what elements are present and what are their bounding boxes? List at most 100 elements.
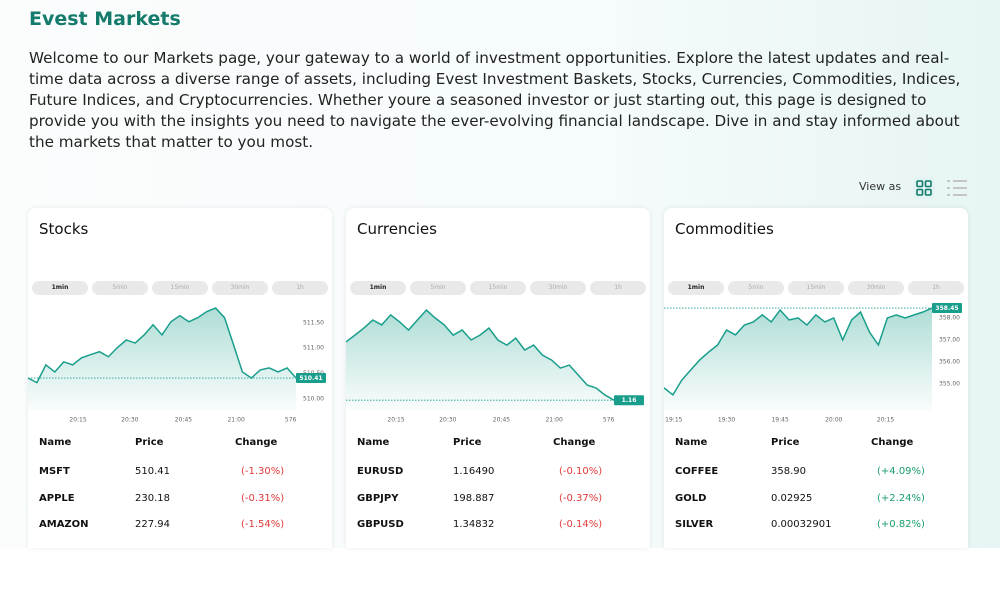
asset-name: EURUSD bbox=[357, 466, 404, 477]
asset-price: 1.16490 bbox=[453, 466, 495, 477]
table-header: Name bbox=[39, 437, 72, 448]
asset-name: SILVER bbox=[675, 519, 714, 530]
asset-change: (-0.31%) bbox=[241, 492, 285, 504]
asset-change: (-0.10%) bbox=[559, 466, 603, 477]
price-chart: 1.16 20:15 20:30 20:45 21:00 576 bbox=[346, 308, 644, 424]
timeframe-tab[interactable]: 30min bbox=[212, 281, 268, 295]
last-price-label: 510.41 bbox=[299, 375, 322, 382]
asset-change: (+4.09%) bbox=[877, 466, 925, 477]
timeframe-tab[interactable]: 5min bbox=[92, 281, 148, 295]
asset-price: 230.18 bbox=[135, 492, 170, 504]
x-tick-label: 576 bbox=[603, 417, 615, 424]
card-title: Currencies bbox=[357, 220, 437, 238]
market-card: Commodities 1min 5min 15min 30min 1h 358.00 357… bbox=[664, 208, 968, 548]
y-tick-label: 510.00 bbox=[303, 395, 324, 402]
asset-price: 0.02925 bbox=[771, 492, 813, 504]
timeframe-tabs: 1min 5min 15min 30min 1h bbox=[32, 281, 328, 295]
x-tick-label: 21:00 bbox=[227, 417, 244, 424]
timeframe-tab[interactable]: 1min bbox=[32, 281, 88, 295]
list-view-button[interactable] bbox=[945, 177, 969, 199]
x-tick-label: 20:15 bbox=[387, 417, 404, 424]
asset-name: MSFT bbox=[39, 466, 70, 477]
area bbox=[28, 308, 296, 411]
timeframe-tab[interactable]: 30min bbox=[848, 281, 904, 295]
x-tick-label: 20:00 bbox=[825, 417, 842, 424]
asset-change: (+0.82%) bbox=[877, 519, 925, 530]
asset-change: (-0.14%) bbox=[559, 519, 603, 530]
asset-price: 198.887 bbox=[453, 492, 495, 504]
asset-price: 1.34832 bbox=[453, 519, 495, 530]
x-tick-label: 20:45 bbox=[175, 417, 192, 424]
timeframe-tab[interactable]: 1h bbox=[272, 281, 328, 295]
timeframe-tab[interactable]: 15min bbox=[470, 281, 526, 295]
asset-name: GBPUSD bbox=[357, 519, 404, 530]
card-title: Stocks bbox=[39, 220, 89, 238]
table-header: Change bbox=[553, 437, 596, 448]
price-line bbox=[346, 308, 615, 401]
asset-name: APPLE bbox=[39, 492, 75, 504]
last-price-badge bbox=[614, 395, 644, 406]
last-price-label: 358.45 bbox=[935, 305, 958, 312]
table-header: Change bbox=[871, 437, 914, 448]
table-header: Price bbox=[453, 437, 482, 448]
x-tick-label: 19:45 bbox=[771, 417, 788, 424]
asset-name: GBPJPY bbox=[357, 492, 399, 504]
timeframe-tab[interactable]: 15min bbox=[152, 281, 208, 295]
x-tick-label: 19:15 bbox=[665, 417, 682, 424]
timeframe-tabs: 1min 5min 15min 30min 1h bbox=[668, 281, 964, 295]
intro-text: Welcome to our Markets page, your gatewa… bbox=[29, 49, 961, 151]
x-tick-label: 19:30 bbox=[718, 417, 735, 424]
x-tick-label: 20:30 bbox=[439, 417, 456, 424]
table-header: Name bbox=[357, 437, 390, 448]
table-header: Price bbox=[135, 437, 164, 448]
price-chart: 358.00 357.00 356.00 355.00 358.45 19:15 19:30… bbox=[664, 303, 962, 424]
last-price-badge bbox=[296, 373, 326, 384]
table-header: Name bbox=[675, 437, 708, 448]
area bbox=[346, 310, 614, 411]
grid-view-button[interactable] bbox=[913, 177, 935, 199]
timeframe-tabs: 1min 5min 15min 30min 1h bbox=[350, 281, 646, 295]
timeframe-tab[interactable]: 5min bbox=[410, 281, 466, 295]
price-chart: 511.50511.00510.50510.00510.4120:1520:30… bbox=[28, 307, 326, 424]
timeframe-tab[interactable]: 5min bbox=[728, 281, 784, 295]
asset-price: 358.90 bbox=[771, 466, 806, 477]
x-tick-label: 21:00 bbox=[545, 417, 562, 424]
market-card: Currencies 1min 5min 15min 30min 1h 1.16 20:15 2… bbox=[346, 208, 650, 548]
page-title: Evest Markets bbox=[29, 8, 181, 30]
x-tick-label: 20:30 bbox=[121, 417, 138, 424]
asset-price: 227.94 bbox=[135, 519, 170, 530]
last-price-badge bbox=[932, 303, 962, 314]
x-tick-label: 20:15 bbox=[877, 417, 894, 424]
asset-change: (-0.37%) bbox=[559, 492, 603, 504]
market-card: Stocks 1min 5min 15min 30min 1h 511.50 511.00 51… bbox=[28, 208, 332, 548]
timeframe-tab[interactable]: 15min bbox=[788, 281, 844, 295]
y-tick-label: 357.00 bbox=[939, 336, 960, 343]
asset-change: (+2.24%) bbox=[877, 492, 925, 504]
timeframe-tab[interactable]: 1h bbox=[590, 281, 646, 295]
timeframe-tab[interactable]: 1min bbox=[668, 281, 724, 295]
asset-change: (-1.30%) bbox=[241, 466, 285, 477]
view-as-label: View as bbox=[859, 180, 902, 193]
card-title: Commodities bbox=[675, 220, 774, 238]
y-tick-label: 356.00 bbox=[939, 358, 960, 365]
asset-price: 0.00032901 bbox=[771, 519, 832, 530]
y-tick-label: 358.00 bbox=[939, 314, 960, 321]
asset-name: COFFEE bbox=[675, 466, 719, 477]
table-header: Change bbox=[235, 437, 278, 448]
price-line bbox=[664, 307, 933, 397]
last-price-label: 1.16 bbox=[622, 397, 637, 404]
y-tick-label: 511.50 bbox=[303, 319, 324, 326]
asset-name: AMAZON bbox=[39, 519, 89, 530]
asset-name: GOLD bbox=[675, 492, 707, 504]
asset-change: (-1.54%) bbox=[241, 519, 285, 530]
timeframe-tab[interactable]: 1min bbox=[350, 281, 406, 295]
timeframe-tab[interactable]: 30min bbox=[530, 281, 586, 295]
area bbox=[664, 308, 932, 411]
table-header: Price bbox=[771, 437, 800, 448]
asset-price: 510.41 bbox=[135, 466, 170, 477]
x-tick-label: 20:45 bbox=[493, 417, 510, 424]
timeframe-tab[interactable]: 1h bbox=[908, 281, 964, 295]
y-tick-label: 355.00 bbox=[939, 380, 960, 387]
x-tick-label: 576 bbox=[285, 417, 297, 424]
